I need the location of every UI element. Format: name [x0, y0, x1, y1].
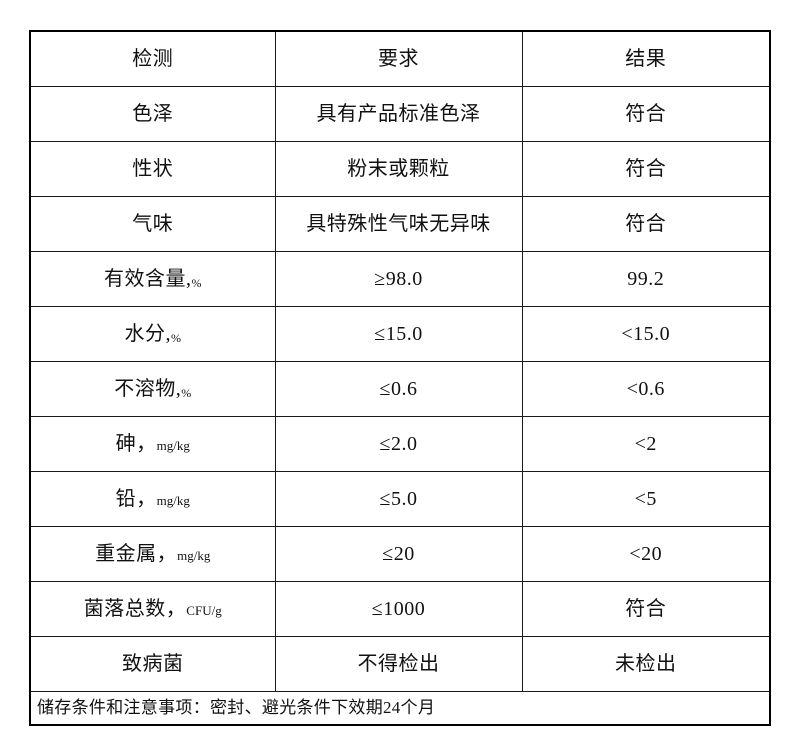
cell-requirement: ≤0.6	[274, 361, 523, 417]
table-row: 致病菌 不得检出 未检出	[29, 636, 771, 692]
cell-requirement: ≤15.0	[274, 306, 523, 362]
cell-requirement: ≤5.0	[274, 471, 523, 527]
table-footer-row: 储存条件和注意事项：密封、避光条件下效期24个月	[29, 691, 771, 726]
cell-requirement: ≤1000	[274, 581, 523, 637]
item-label: 不溶物,	[114, 377, 182, 400]
item-label: 菌落总数，	[83, 597, 187, 620]
item-unit: mg/kg	[156, 437, 190, 453]
cell-result: <0.6	[521, 361, 771, 417]
item-label: 气味	[132, 212, 174, 235]
cell-result: <5	[521, 471, 771, 527]
item-label: 铅，	[115, 487, 157, 510]
cell-result: 符合	[521, 86, 771, 142]
table-row: 气味 具特殊性气味无异味 符合	[29, 196, 771, 252]
cell-item: 重金属，mg/kg	[29, 526, 276, 582]
item-unit: %	[171, 330, 181, 345]
column-header-result: 结果	[521, 30, 771, 87]
cell-result: 符合	[521, 581, 771, 637]
item-label: 水分,	[124, 322, 171, 345]
cell-item: 色泽	[29, 86, 276, 142]
item-unit: %	[191, 275, 202, 290]
cell-requirement: 具特殊性气味无异味	[274, 196, 523, 252]
cell-result: 符合	[521, 196, 771, 252]
table-row: 有效含量,% ≥98.0 99.2	[29, 251, 771, 307]
cell-item: 性状	[29, 141, 276, 197]
cell-result: <20	[521, 526, 771, 582]
cell-item: 铅，mg/kg	[29, 471, 276, 527]
cell-item: 气味	[29, 196, 276, 252]
cell-requirement: ≤2.0	[274, 416, 523, 472]
storage-conditions-note: 储存条件和注意事项：密封、避光条件下效期24个月	[29, 691, 771, 726]
table-row: 重金属，mg/kg ≤20 <20	[29, 526, 771, 582]
cell-item: 菌落总数，CFU/g	[29, 581, 276, 637]
cell-result: <2	[521, 416, 771, 472]
cell-requirement: ≤20	[274, 526, 523, 582]
cell-requirement: 具有产品标准色泽	[274, 86, 523, 142]
table-row: 色泽 具有产品标准色泽 符合	[29, 86, 771, 142]
table-body: 检测 要求 结果 色泽 具有产品标准色泽 符合 性状 粉末或颗粒 符合 气味 具…	[29, 30, 771, 726]
column-header-item: 检测	[29, 30, 276, 87]
table-row: 性状 粉末或颗粒 符合	[29, 141, 771, 197]
cell-result: 符合	[521, 141, 771, 197]
table-header-row: 检测 要求 结果	[29, 30, 771, 87]
table-row: 不溶物,% ≤0.6 <0.6	[29, 361, 771, 417]
item-label: 致病菌	[122, 652, 184, 675]
item-label: 有效含量,	[104, 267, 192, 290]
table-row: 铅，mg/kg ≤5.0 <5	[29, 471, 771, 527]
item-label: 性状	[132, 157, 174, 180]
cell-requirement: 不得检出	[274, 636, 523, 692]
item-unit: CFU/g	[186, 602, 222, 618]
table-row: 砷，mg/kg ≤2.0 <2	[29, 416, 771, 472]
item-label: 色泽	[132, 102, 174, 125]
cell-item: 不溶物,%	[29, 361, 276, 417]
item-label: 砷，	[115, 432, 157, 455]
cell-item: 有效含量,%	[29, 251, 276, 307]
cell-requirement: 粉末或颗粒	[274, 141, 523, 197]
cell-requirement: ≥98.0	[274, 251, 523, 307]
specification-table: 检测 要求 结果 色泽 具有产品标准色泽 符合 性状 粉末或颗粒 符合 气味 具…	[29, 30, 771, 726]
cell-item: 水分,%	[29, 306, 276, 362]
cell-result: 未检出	[521, 636, 771, 692]
item-unit: mg/kg	[177, 547, 211, 563]
cell-item: 砷，mg/kg	[29, 416, 276, 472]
cell-item: 致病菌	[29, 636, 276, 692]
table-row: 菌落总数，CFU/g ≤1000 符合	[29, 581, 771, 637]
item-unit: %	[181, 385, 192, 400]
cell-result: <15.0	[521, 306, 771, 362]
item-label: 重金属，	[95, 542, 178, 565]
table-row: 水分,% ≤15.0 <15.0	[29, 306, 771, 362]
item-unit: mg/kg	[156, 492, 190, 508]
column-header-requirement: 要求	[274, 30, 523, 87]
cell-result: 99.2	[521, 251, 771, 307]
